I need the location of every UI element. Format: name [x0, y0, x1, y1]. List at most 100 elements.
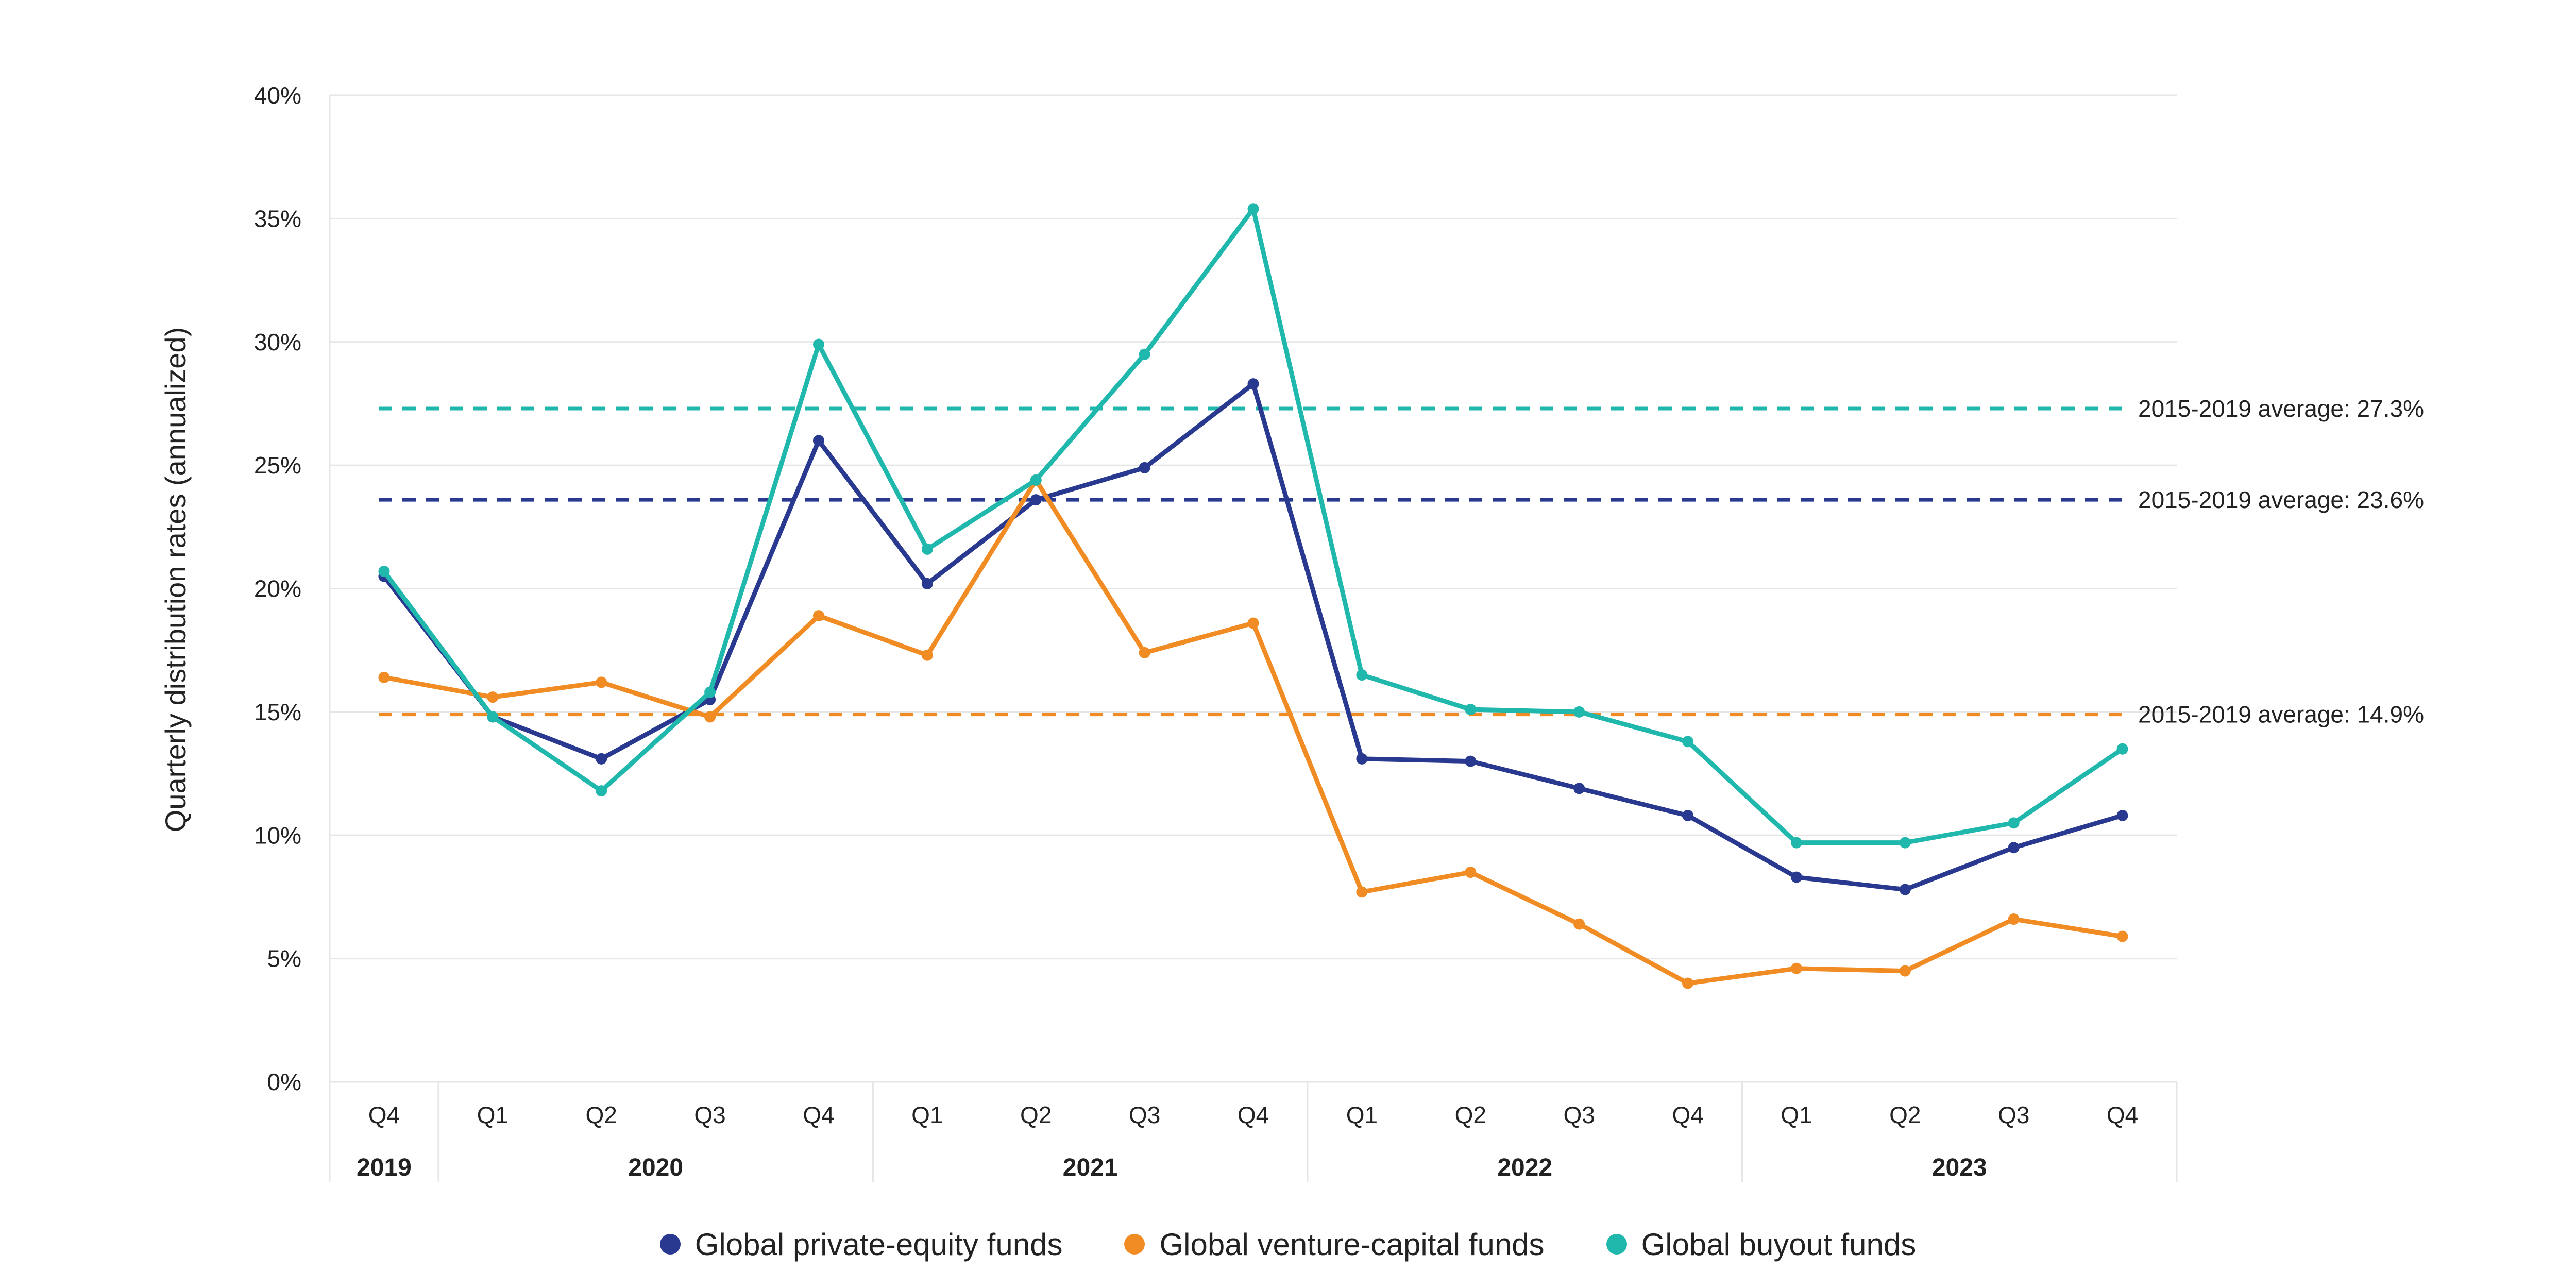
x-tick-label: Q3 [694, 1101, 725, 1128]
x-tick-label: Q4 [2107, 1101, 2138, 1128]
x-tick-label: Q1 [477, 1101, 509, 1128]
data-point [596, 676, 607, 688]
average-label: 2015-2019 average: 23.6% [2138, 486, 2424, 513]
year-label: 2020 [628, 1154, 683, 1181]
data-point [596, 785, 607, 797]
y-tick-label: 5% [267, 945, 301, 972]
data-point [1030, 474, 1042, 486]
data-point [812, 435, 824, 447]
data-point [1899, 837, 1911, 849]
x-tick-label: Q4 [803, 1101, 834, 1128]
legend-item: Global venture-capital funds [1124, 1227, 1545, 1262]
y-tick-label: 40% [254, 82, 301, 109]
x-tick-label: Q3 [1563, 1101, 1595, 1128]
legend-label: Global buyout funds [1641, 1227, 1917, 1262]
data-point [1030, 494, 1042, 506]
y-tick-label: 0% [267, 1069, 301, 1095]
data-point [704, 686, 716, 698]
data-point [1790, 871, 1802, 883]
data-point [812, 338, 824, 350]
series-line [381, 478, 2125, 986]
data-point [378, 565, 390, 577]
data-point [1139, 348, 1150, 360]
grid-lines [330, 94, 2177, 1083]
data-point [1573, 918, 1585, 930]
x-tick-label: Q3 [1129, 1101, 1160, 1128]
y-axis-label: Quarterly distribution rates (annualized… [159, 327, 192, 832]
year-label: 2023 [1932, 1154, 1987, 1181]
data-point [1247, 378, 1259, 390]
y-tick-label: 35% [254, 205, 301, 232]
x-tick-label: Q2 [1020, 1101, 1052, 1128]
data-point [1465, 704, 1477, 716]
legend-swatch [659, 1234, 681, 1255]
x-tick-label: Q1 [1346, 1101, 1378, 1128]
x-tick-label: Q2 [1889, 1101, 1921, 1128]
legend-swatch [1124, 1234, 1145, 1255]
x-tick-label: Q2 [1455, 1101, 1486, 1128]
data-point [921, 578, 933, 589]
year-label: 2019 [357, 1154, 412, 1181]
average-label: 2015-2019 average: 27.3% [2138, 395, 2424, 422]
data-point [2008, 913, 2020, 925]
data-point [1899, 965, 1911, 977]
y-tick-label: 15% [254, 699, 301, 725]
series-lines [378, 203, 2128, 989]
legend-item: Global buyout funds [1606, 1227, 1917, 1262]
data-point [1139, 462, 1150, 473]
data-point [1356, 669, 1368, 681]
data-point [1682, 736, 1694, 748]
series-line [381, 381, 2125, 892]
data-point [596, 753, 607, 765]
data-point [812, 610, 824, 622]
y-tick-label: 20% [254, 575, 301, 602]
tick-labels: 0% 5% 10% 15% 20% 25% 30% 35% 40% Q4 Q1 Q2 Q3 Q4 Q1 Q2 Q… [254, 82, 2138, 1181]
data-point [1573, 706, 1585, 718]
x-tick-label: Q4 [1238, 1101, 1269, 1128]
data-point [1356, 753, 1368, 765]
x-tick-label: Q3 [1998, 1101, 2029, 1128]
data-point [1899, 884, 1911, 895]
data-point [921, 649, 933, 661]
year-label: 2022 [1497, 1154, 1552, 1181]
x-tick-label: Q1 [1781, 1101, 1812, 1128]
data-point [1139, 647, 1150, 658]
data-point [1247, 617, 1259, 629]
data-point [1247, 203, 1259, 215]
data-point [487, 711, 499, 723]
data-point [1790, 962, 1802, 974]
data-point [1465, 867, 1477, 878]
data-point [378, 671, 390, 683]
data-point [2116, 743, 2128, 755]
average-label: 2015-2019 average: 14.9% [2138, 701, 2424, 728]
series-line [381, 206, 2125, 845]
y-tick-label: 25% [254, 452, 301, 479]
data-point [1356, 886, 1368, 898]
x-tick-label: Q4 [1672, 1101, 1703, 1128]
x-tick-label: Q1 [911, 1101, 943, 1128]
legend-label: Global venture-capital funds [1159, 1227, 1545, 1262]
data-point [921, 543, 933, 555]
y-tick-label: 10% [254, 822, 301, 849]
data-point [1682, 977, 1694, 989]
data-point [704, 711, 716, 723]
data-point [1682, 809, 1694, 821]
y-tick-label: 30% [254, 329, 301, 355]
x-tick-label: Q2 [586, 1101, 617, 1128]
data-point [2116, 930, 2128, 942]
data-point [2008, 842, 2020, 854]
data-point [1790, 837, 1802, 849]
legend: Global private-equity funds Global ventur… [0, 1221, 2576, 1267]
data-point [1465, 755, 1477, 767]
data-point [2116, 809, 2128, 821]
year-label: 2021 [1063, 1154, 1118, 1181]
legend-label: Global private-equity funds [694, 1227, 1063, 1262]
data-point [2008, 817, 2020, 829]
reference-lines: 2015-2019 average: 27.3% 2015-2019 averag… [379, 395, 2424, 728]
x-tick-label: Q4 [368, 1101, 400, 1128]
legend-swatch [1606, 1234, 1627, 1255]
data-point [487, 691, 499, 703]
data-point [1573, 783, 1585, 794]
legend-item: Global private-equity funds [659, 1227, 1063, 1262]
